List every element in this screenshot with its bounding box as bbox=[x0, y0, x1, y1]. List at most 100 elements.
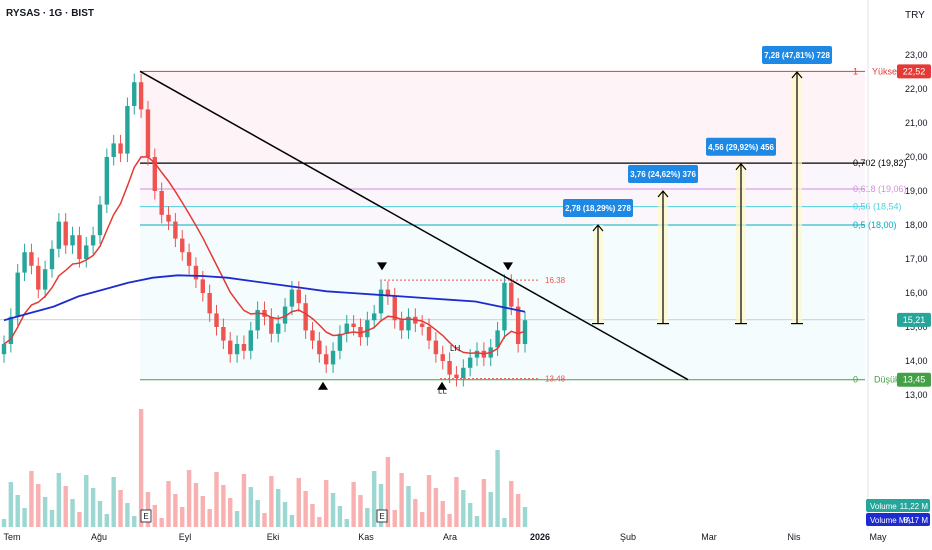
ema-short-line bbox=[3, 156, 526, 355]
candle-body bbox=[351, 323, 356, 327]
candle-body bbox=[77, 235, 82, 259]
bottom-triangle-icon bbox=[437, 381, 447, 390]
candle-body bbox=[84, 245, 89, 259]
candle-body bbox=[378, 289, 384, 314]
candle-body bbox=[522, 320, 528, 344]
target-arrowhead bbox=[791, 71, 803, 79]
candle-body bbox=[125, 106, 130, 154]
y-tick-label: 19,00 bbox=[905, 186, 928, 196]
candle-body bbox=[296, 289, 301, 304]
volume-bar bbox=[467, 503, 473, 527]
volume-bar bbox=[509, 481, 514, 527]
volume-bar bbox=[56, 473, 62, 527]
volume-bar bbox=[159, 518, 164, 527]
low-price-tag: 13,45 bbox=[903, 375, 926, 385]
candle-body bbox=[152, 157, 158, 191]
volume-bar bbox=[132, 516, 137, 527]
volume-bar bbox=[502, 518, 507, 527]
volume-bar bbox=[440, 501, 445, 527]
volume-bar bbox=[461, 490, 466, 527]
candle-body bbox=[440, 354, 445, 361]
volume-bar bbox=[138, 409, 144, 527]
price-axis: 23,00 22,00 21,00 20,00 19,00 18,00 17,00 16,00… bbox=[866, 0, 931, 530]
volume-bar bbox=[310, 504, 315, 527]
candle-body bbox=[282, 306, 288, 324]
volume-bar bbox=[269, 476, 274, 527]
volume-bar bbox=[173, 494, 178, 527]
candle-body bbox=[241, 344, 247, 351]
high-mark-label: 16.38 bbox=[545, 276, 566, 285]
low-mark-label: 13.48 bbox=[545, 375, 566, 384]
volume-bar bbox=[433, 488, 439, 527]
x-tick-label: May bbox=[869, 532, 887, 542]
candle-body bbox=[276, 323, 281, 334]
y-tick-label: 21,00 bbox=[905, 118, 928, 128]
candle-body bbox=[104, 157, 110, 205]
candle-body bbox=[221, 327, 226, 341]
fib-level-label: 0 bbox=[853, 375, 858, 385]
volume-bar bbox=[111, 477, 116, 527]
candle-body bbox=[193, 265, 199, 280]
volume-bar bbox=[344, 519, 349, 527]
candle-body bbox=[118, 143, 123, 154]
earnings-marker-icon bbox=[140, 509, 152, 523]
volume-bars bbox=[1, 409, 528, 527]
candle-body bbox=[433, 340, 439, 355]
candle-body bbox=[515, 306, 521, 344]
x-tick-label: Mar bbox=[701, 532, 717, 542]
volume-bar bbox=[90, 488, 96, 527]
volume-bar bbox=[303, 491, 308, 527]
x-tick-label: Eki bbox=[267, 532, 280, 542]
x-tick-label: Nis bbox=[788, 532, 801, 542]
candle-body bbox=[138, 82, 144, 110]
x-tick-label: Eyl bbox=[179, 532, 192, 542]
volume-bar bbox=[426, 475, 432, 527]
high-price-tag: 22,52 bbox=[903, 66, 926, 76]
volume-bar bbox=[8, 482, 14, 527]
volume-bar bbox=[392, 510, 397, 527]
volume-bar bbox=[337, 506, 343, 527]
volume-bar bbox=[474, 516, 480, 527]
candle-body bbox=[371, 313, 377, 321]
candle-body bbox=[63, 221, 68, 246]
symbol-title[interactable]: RYSAS · 1G · BIST bbox=[6, 8, 94, 19]
target-label: 7,28 (47,81%) 728 bbox=[764, 51, 830, 60]
candle-body bbox=[399, 320, 404, 331]
candle-body bbox=[426, 327, 432, 341]
candle-body bbox=[248, 330, 253, 351]
currency-label[interactable]: TRY bbox=[905, 10, 925, 21]
candle-body bbox=[207, 293, 212, 314]
fib-level-label: 1 bbox=[853, 66, 858, 76]
candle-body bbox=[166, 214, 171, 222]
volume-bar bbox=[70, 499, 75, 527]
candle-body bbox=[36, 265, 41, 290]
candle-body bbox=[269, 316, 274, 334]
candle-body bbox=[56, 221, 62, 249]
earnings-marker-label: E bbox=[379, 512, 384, 521]
x-tick-label: Kas bbox=[358, 532, 374, 542]
top-triangle-icon bbox=[377, 262, 387, 271]
volume-bar bbox=[193, 483, 199, 527]
volume-bar bbox=[454, 477, 459, 527]
candle-body bbox=[474, 350, 480, 358]
candle-body bbox=[323, 354, 329, 365]
volume-bar bbox=[36, 484, 41, 527]
volume-bar bbox=[358, 495, 363, 527]
candle-body bbox=[509, 282, 514, 307]
candle-body bbox=[344, 323, 349, 334]
candle-body bbox=[495, 330, 500, 348]
high-name: Yüksek bbox=[872, 66, 902, 76]
target-label-bg bbox=[628, 165, 698, 183]
x-tick-label: Tem bbox=[3, 532, 20, 542]
fib-level-label: 0,702 (19,82) bbox=[853, 158, 907, 168]
x-tick-label: Şub bbox=[620, 532, 636, 542]
volume-bar bbox=[406, 486, 411, 527]
candle-body bbox=[467, 357, 473, 368]
y-tick-label: 15,00 bbox=[905, 322, 928, 332]
y-tick-label: 20,00 bbox=[905, 152, 928, 162]
volume-bar bbox=[49, 510, 55, 527]
volume-bar bbox=[200, 496, 206, 527]
candle-body bbox=[289, 289, 295, 307]
target-label-bg bbox=[762, 46, 832, 64]
